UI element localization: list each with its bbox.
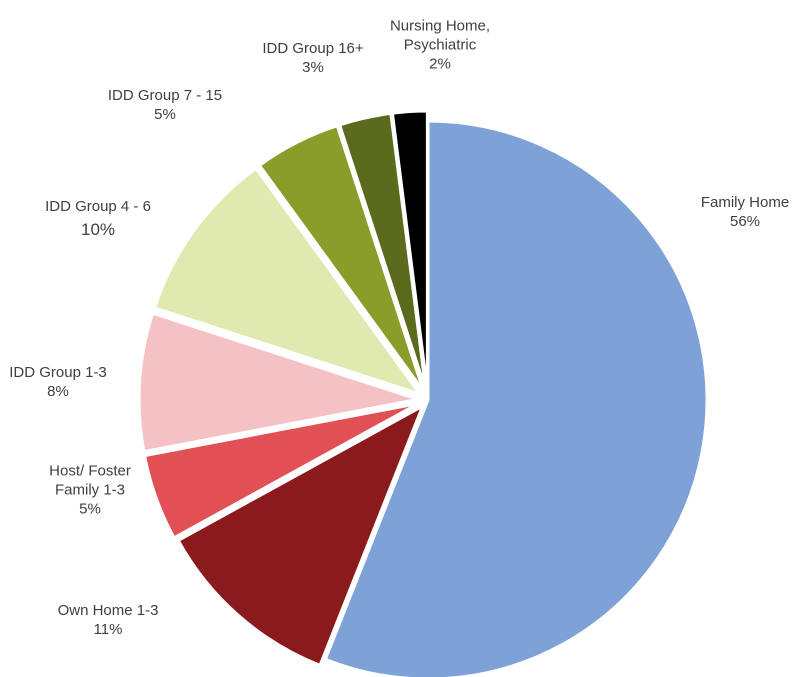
value-label: 5% <box>154 106 176 123</box>
category-label: Own Home 1-3 <box>57 602 159 619</box>
value-label: 11% <box>93 621 123 638</box>
value-label: 5% <box>79 500 101 518</box>
value-label: 10% <box>80 220 116 239</box>
slice-label: IDD Group 7 - 15 5% <box>108 86 222 124</box>
slice-label: Nursing Home, Psychiatric 2% <box>378 17 503 74</box>
category-label: Nursing Home, Psychiatric <box>389 17 491 54</box>
category-label: IDD Group 4 - 6 <box>45 198 151 215</box>
slice-label: Family Home 56% <box>701 193 789 231</box>
value-label: 3% <box>302 59 324 76</box>
slice-label: Own Home 1-3 11% <box>58 601 159 639</box>
category-label: Family Home <box>700 194 790 211</box>
value-label: 56% <box>729 213 761 230</box>
category-label: IDD Group 1-3 <box>9 364 107 381</box>
value-label: 8% <box>47 383 69 400</box>
slice-label: IDD Group 4 - 6 10% <box>45 197 151 239</box>
value-label: 2% <box>429 55 451 73</box>
category-label: IDD Group 16+ <box>262 40 364 57</box>
pie-slice <box>390 109 429 391</box>
pie-slice <box>142 401 420 540</box>
slice-label: Host/ Foster Family 1-3 5% <box>43 462 138 519</box>
pie-slice <box>176 402 426 668</box>
pie-slice <box>257 123 425 392</box>
slice-label: IDD Group 1-3 8% <box>9 363 107 401</box>
category-label: Host/ Foster Family 1-3 <box>49 462 131 499</box>
category-label: IDD Group 7 - 15 <box>107 87 223 104</box>
pie-slice <box>323 119 709 677</box>
slice-label: IDD Group 16+ 3% <box>262 39 363 77</box>
pie-slice <box>337 111 428 391</box>
pie-slice <box>137 311 419 454</box>
pie-slice <box>152 166 424 397</box>
